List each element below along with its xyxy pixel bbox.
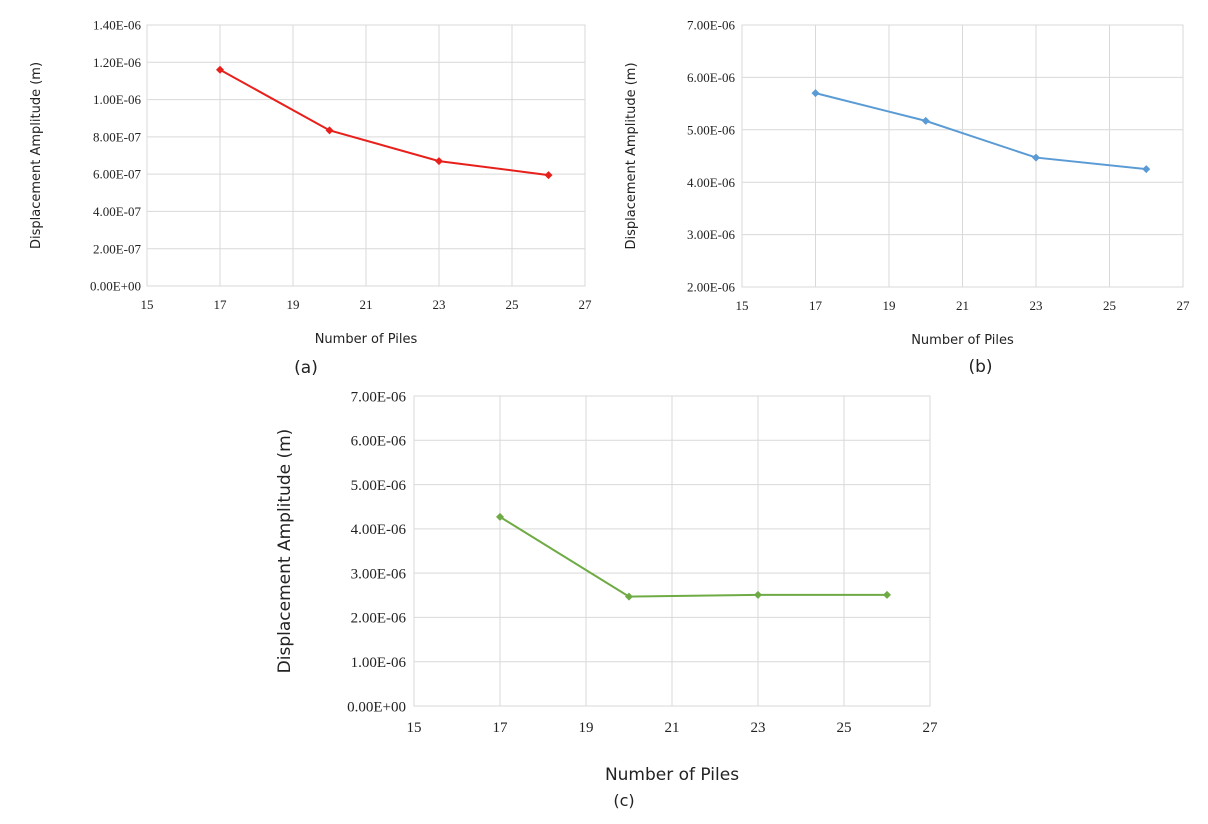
data-point xyxy=(754,590,762,599)
data-point xyxy=(435,157,443,166)
chart-panel-2: 15 17 19 21 23 25 27 0.00E+00 1.00E-06 2.00E-06 3.… xyxy=(275,389,938,810)
y-tick-label: 1.20E-06 xyxy=(93,55,142,70)
x-tick-label: 17 xyxy=(809,298,823,313)
y-tick-label: 2.00E-06 xyxy=(351,611,407,627)
x-axis-label: Number of Piles xyxy=(315,332,418,347)
data-point xyxy=(625,592,633,601)
data-point xyxy=(496,512,504,521)
y-tick-label: 2.00E-06 xyxy=(687,280,736,295)
chart-panel-1: 15 17 19 21 23 25 27 2.00E-06 3.00E-06 4.00E-06 5.… xyxy=(624,18,1190,377)
x-tick-label: 17 xyxy=(214,297,228,312)
x-tick-label: 27 xyxy=(579,297,593,312)
y-tick-label: 6.00E-06 xyxy=(687,70,736,85)
y-axis-label: Displacement Amplitude (m) xyxy=(624,62,639,249)
data-point xyxy=(325,126,334,135)
y-tick-label: 5.00E-06 xyxy=(687,122,736,137)
x-tick-label: 25 xyxy=(1103,298,1116,313)
x-tick-label: 15 xyxy=(407,720,422,736)
x-tick-label: 19 xyxy=(579,720,594,736)
series-line xyxy=(499,516,887,598)
panel-label: (b) xyxy=(968,357,992,377)
x-tick-label: 23 xyxy=(751,720,766,736)
y-tick-label: 1.00E-06 xyxy=(93,92,142,107)
data-point xyxy=(811,89,820,98)
data-point xyxy=(544,171,553,180)
series-line xyxy=(219,68,549,177)
y-tick-label: 1.00E-06 xyxy=(351,655,407,671)
y-tick-label: 1.40E-06 xyxy=(93,18,142,33)
data-point xyxy=(883,590,891,599)
data-point xyxy=(921,116,930,125)
x-tick-label: 21 xyxy=(665,720,680,736)
x-tick-label: 27 xyxy=(1177,298,1191,313)
y-tick-label: 7.00E-06 xyxy=(687,18,736,33)
x-tick-label: 25 xyxy=(837,720,852,736)
data-point xyxy=(1032,153,1040,162)
y-tick-label: 4.00E-07 xyxy=(93,204,142,219)
data-point xyxy=(1142,165,1151,174)
y-tick-label: 3.00E-06 xyxy=(351,566,407,582)
plot-area xyxy=(413,395,931,707)
x-tick-label: 23 xyxy=(1030,298,1043,313)
x-tick-label: 15 xyxy=(736,298,749,313)
y-tick-label: 5.00E-06 xyxy=(351,478,407,494)
y-tick-label: 4.00E-06 xyxy=(687,175,736,190)
x-tick-label: 25 xyxy=(506,297,519,312)
y-tick-label: 8.00E-07 xyxy=(93,129,142,144)
x-tick-label: 23 xyxy=(433,297,446,312)
data-point xyxy=(216,65,224,74)
plot-area xyxy=(741,24,1184,288)
series-line xyxy=(815,92,1147,171)
chart-panel-0: 15 17 19 21 23 25 27 0.00E+00 2.00E-07 4.00E-07 6.… xyxy=(29,18,592,378)
y-tick-label: 0.00E+00 xyxy=(90,279,141,294)
y-tick-label: 6.00E-07 xyxy=(93,167,142,182)
x-tick-label: 21 xyxy=(956,298,969,313)
x-tick-label: 27 xyxy=(923,720,939,736)
x-axis-label: Number of Piles xyxy=(911,333,1014,348)
y-axis-label: Displacement Amplitude (m) xyxy=(275,429,295,674)
x-tick-label: 19 xyxy=(287,297,300,312)
panel-label: (c) xyxy=(613,791,634,810)
y-tick-label: 0.00E+00 xyxy=(347,699,406,715)
y-tick-label: 4.00E-06 xyxy=(351,522,407,538)
y-tick-label: 3.00E-06 xyxy=(687,227,736,242)
panel-label: (a) xyxy=(294,358,318,378)
y-axis-label: Displacement Amplitude (m) xyxy=(29,62,44,249)
x-tick-label: 19 xyxy=(883,298,896,313)
x-tick-label: 17 xyxy=(493,720,509,736)
y-tick-label: 6.00E-06 xyxy=(351,434,407,450)
x-axis-label: Number of Piles xyxy=(605,765,739,785)
x-tick-label: 15 xyxy=(141,297,154,312)
x-tick-label: 21 xyxy=(360,297,373,312)
y-tick-label: 7.00E-06 xyxy=(351,389,407,405)
y-tick-label: 2.00E-07 xyxy=(93,241,142,256)
plot-area xyxy=(146,24,586,287)
